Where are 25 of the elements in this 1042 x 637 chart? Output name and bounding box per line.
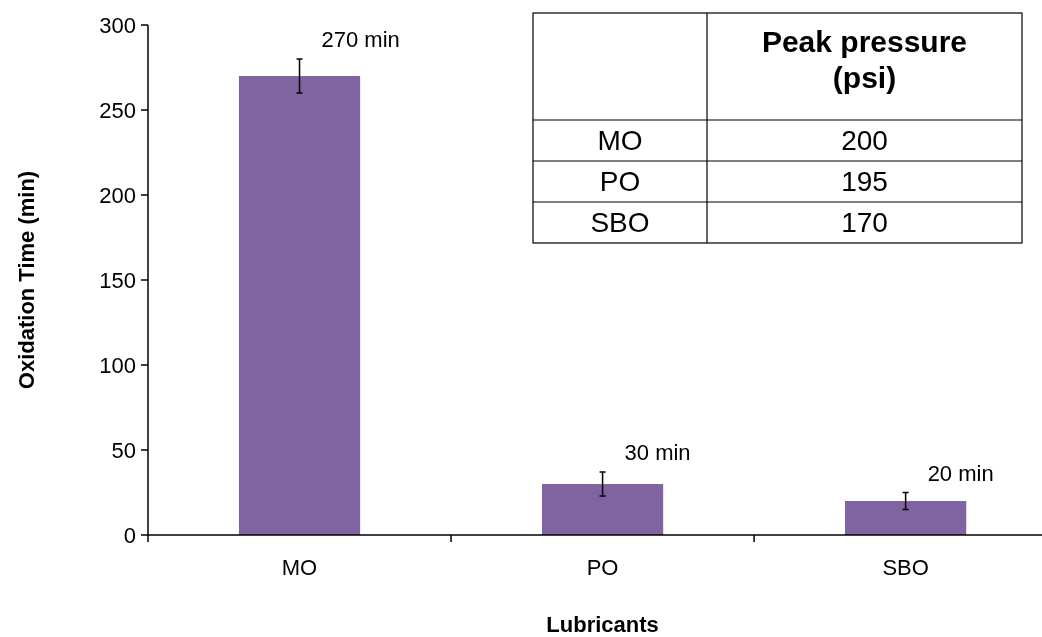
category-label: MO [597, 125, 643, 157]
y-tick-label: 300 [99, 12, 136, 38]
y-tick-label: 100 [99, 352, 136, 378]
y-tick-label: 50 [111, 437, 136, 463]
bar [541, 484, 664, 535]
data-label: 170 [841, 207, 888, 239]
data-label: 270 min [321, 27, 400, 52]
bar [845, 501, 967, 535]
x-tick-label: MO [281, 555, 318, 580]
data-label: 200 [841, 125, 888, 157]
x-tick-label: SBO [882, 555, 929, 580]
x-axis-title: Lubricants [546, 612, 659, 637]
category-label: PO [599, 166, 641, 198]
text: Peak pressure (psi) [761, 25, 968, 94]
y-tick-label: 0 [123, 522, 136, 548]
y-tick-label: 200 [99, 182, 136, 208]
y-tick-label: 250 [99, 97, 136, 123]
category-label: SBO [590, 207, 650, 239]
x-tick-label: PO [586, 555, 619, 580]
y-axis-title: Oxidation Time (min) [14, 170, 39, 390]
bar [238, 76, 361, 535]
data-label: 20 min [927, 460, 994, 486]
data-label: 195 [841, 166, 888, 198]
data-label: 30 min [624, 440, 691, 466]
y-tick-label: 150 [99, 267, 136, 293]
